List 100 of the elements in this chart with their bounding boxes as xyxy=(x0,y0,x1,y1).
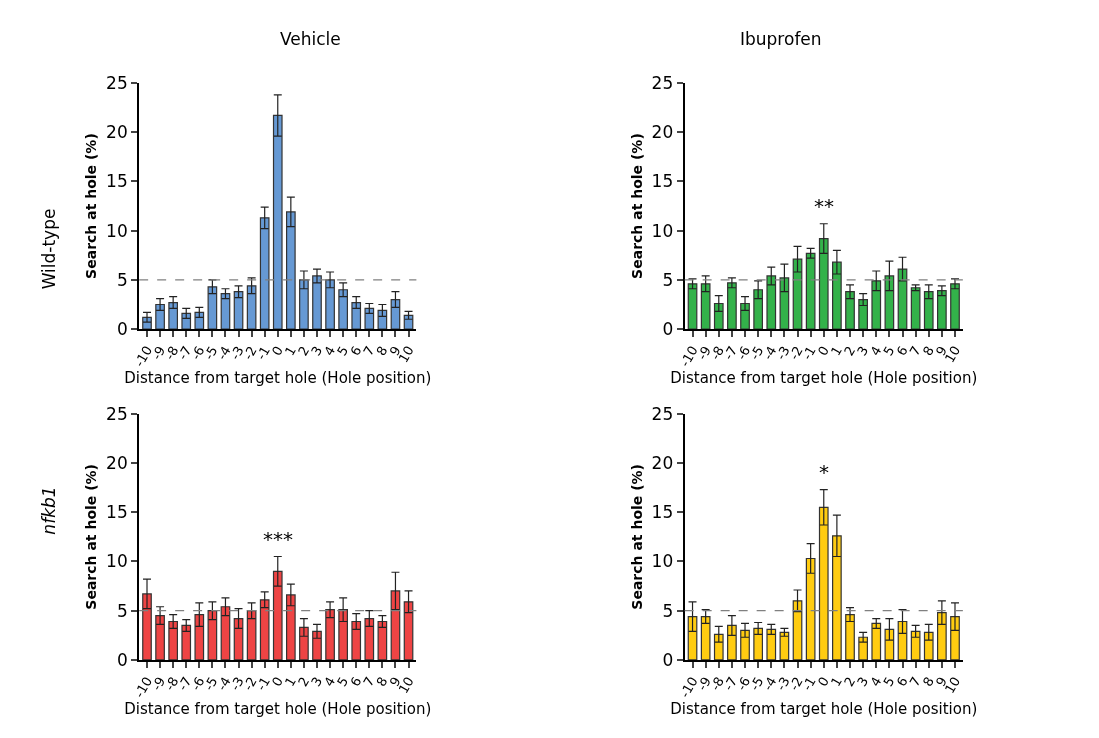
bar xyxy=(700,283,711,330)
y-tick-label: 0 xyxy=(662,319,674,340)
bar xyxy=(181,312,192,330)
y-axis-title: Search at hole (%) xyxy=(628,463,645,610)
bar xyxy=(937,612,947,660)
x-tick-label: 3 xyxy=(854,343,872,359)
x-tick-label: 5 xyxy=(334,343,352,359)
bar xyxy=(377,309,388,330)
y-tick-label: 25 xyxy=(651,403,674,424)
bar xyxy=(700,615,711,660)
bar xyxy=(325,609,335,660)
bar xyxy=(168,620,178,660)
y-tick-label: 5 xyxy=(116,269,128,290)
bar xyxy=(272,114,283,330)
y-tick-label: 20 xyxy=(106,122,128,143)
bar xyxy=(246,610,257,660)
bar xyxy=(779,277,790,330)
y-axis-title: Search at hole (%) xyxy=(628,133,645,279)
y-tick-label: 5 xyxy=(662,600,674,621)
bar xyxy=(312,275,322,330)
bar xyxy=(832,535,842,660)
x-tick-label: -10 xyxy=(677,343,701,370)
bar xyxy=(155,614,165,660)
bar xyxy=(910,630,921,660)
bar xyxy=(181,624,192,660)
x-tick-label: -10 xyxy=(677,674,701,701)
bar xyxy=(142,593,152,660)
y-axis-title: Search at hole (%) xyxy=(83,133,100,279)
x-tick-label: 3 xyxy=(854,674,872,689)
y-tick-label: 15 xyxy=(106,502,128,523)
x-axis-title: Distance from target hole (Hole position) xyxy=(124,369,432,388)
bar xyxy=(818,506,829,660)
y-tick-label: 25 xyxy=(106,72,128,93)
bar xyxy=(687,283,698,330)
bar xyxy=(325,279,335,330)
bar xyxy=(937,290,947,330)
chart-title: Ibuprofen xyxy=(740,29,822,49)
y-tick-label: 20 xyxy=(106,452,128,473)
bar xyxy=(285,211,296,330)
x-tick-label: 3 xyxy=(308,674,326,689)
bar xyxy=(364,617,375,660)
bar xyxy=(766,275,777,330)
bar xyxy=(727,624,737,660)
x-tick-label: 0 xyxy=(268,343,286,359)
x-axis-title: Distance from target hole (Hole position) xyxy=(124,700,432,719)
bar xyxy=(194,614,205,660)
y-tick-label: 0 xyxy=(662,649,674,670)
bar xyxy=(923,631,934,660)
bar xyxy=(950,283,960,330)
y-tick-label: 5 xyxy=(662,269,674,290)
bar xyxy=(884,275,895,330)
annotation: *** xyxy=(263,527,293,551)
text: Wild-type xyxy=(39,208,60,290)
bar xyxy=(727,282,737,330)
bar xyxy=(805,557,816,660)
bar xyxy=(246,285,257,330)
bar xyxy=(858,298,868,330)
y-tick-label: 10 xyxy=(651,551,674,572)
bar xyxy=(285,594,296,660)
bar xyxy=(338,609,348,660)
bar xyxy=(805,252,816,330)
bar xyxy=(168,301,178,330)
bar xyxy=(753,627,764,660)
text: nfkb1 xyxy=(38,486,59,535)
annotation: * xyxy=(819,460,829,484)
y-tick-label: 20 xyxy=(651,452,674,473)
bar xyxy=(753,289,764,330)
y-tick-label: 10 xyxy=(106,551,128,572)
bar xyxy=(299,279,309,330)
x-axis-title: Distance from target hole (Hole position) xyxy=(670,369,978,388)
y-tick-label: 15 xyxy=(106,171,128,192)
bar xyxy=(713,302,724,330)
bar xyxy=(779,631,790,660)
bar xyxy=(272,570,283,660)
bar xyxy=(845,291,855,330)
bar xyxy=(351,301,362,330)
y-tick-label: 5 xyxy=(116,600,128,621)
bar xyxy=(713,633,724,660)
bar xyxy=(259,599,270,660)
x-tick-label: -6 xyxy=(188,674,208,693)
bar xyxy=(155,303,165,330)
y-tick-label: 10 xyxy=(106,220,128,241)
bar xyxy=(910,287,921,330)
x-tick-label: 3 xyxy=(308,343,326,359)
y-tick-label: 10 xyxy=(651,220,674,241)
y-tick-label: 20 xyxy=(651,122,674,143)
y-tick-label: 25 xyxy=(651,72,674,93)
y-tick-label: 0 xyxy=(116,319,128,340)
bar xyxy=(923,291,934,330)
bar xyxy=(871,280,882,330)
bar xyxy=(207,610,218,660)
x-axis-title: Distance from target hole (Hole position) xyxy=(670,700,978,719)
chart-title: Vehicle xyxy=(280,29,341,49)
bar xyxy=(364,307,375,330)
bar xyxy=(818,237,829,330)
bar xyxy=(299,626,309,660)
bar xyxy=(766,628,777,660)
bar xyxy=(377,620,388,660)
bar xyxy=(845,614,855,660)
bar xyxy=(351,620,362,660)
